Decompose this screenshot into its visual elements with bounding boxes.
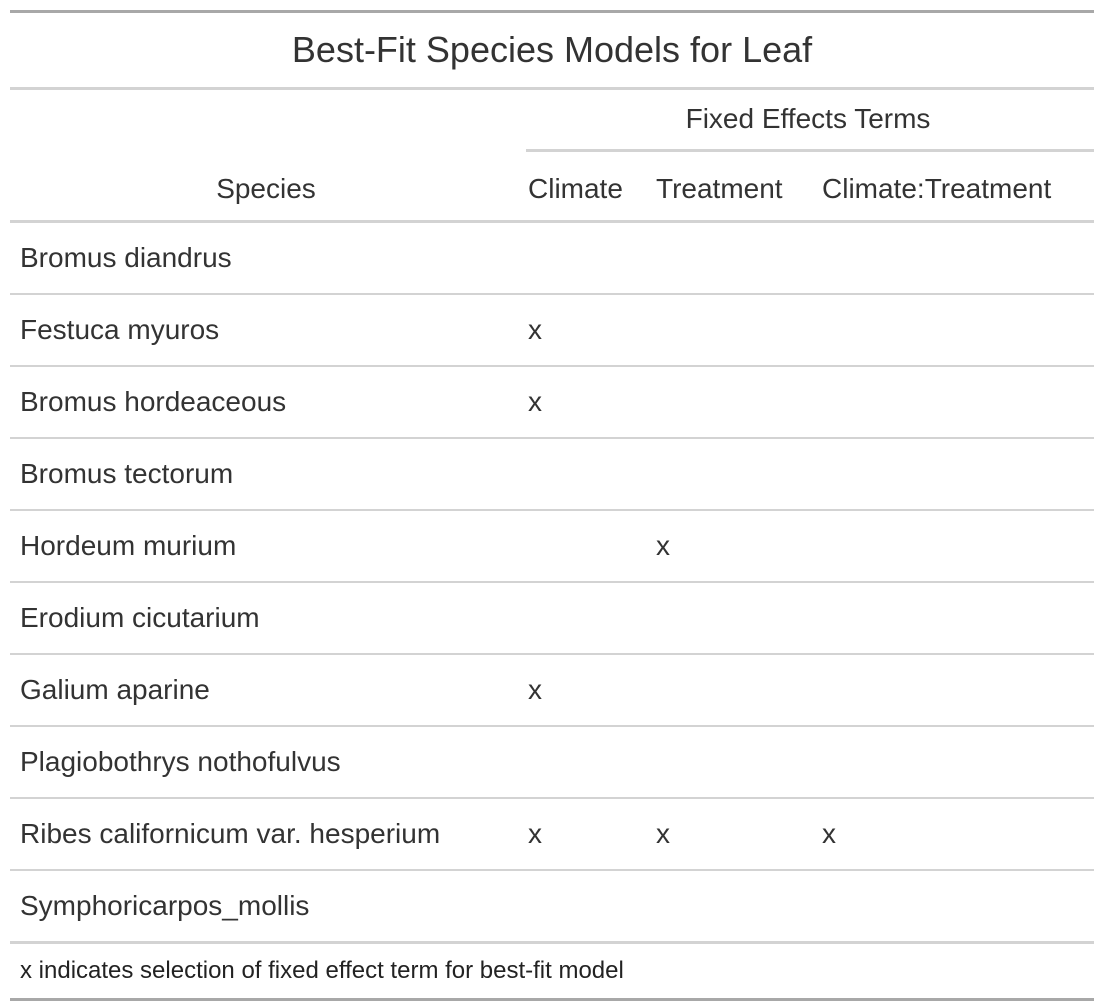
climate-cell: x [522,366,650,439]
species-models-table: Best-Fit Species Models for Leaf Fixed E… [10,10,1095,1001]
column-spanner: Fixed Effects Terms [522,89,1095,159]
species-cell: Hordeum murium [10,510,522,583]
column-header-species: Species [10,158,522,223]
interaction-cell [816,510,1095,583]
treatment-cell: x [650,798,816,871]
climate-cell [522,221,650,295]
results-table-container: Best-Fit Species Models for Leaf Fixed E… [10,10,1095,1001]
treatment-cell [650,221,816,295]
table-row: Bromus diandrus [10,221,1095,295]
climate-cell [522,510,650,583]
treatment-cell [650,726,816,799]
spanner-label: Fixed Effects Terms [685,102,931,134]
table-row: Hordeum murium x [10,510,1095,583]
species-cell: Plagiobothrys nothofulvus [10,726,522,799]
climate-cell [522,438,650,511]
table-row: Erodium cicutarium [10,582,1095,655]
table-row: Bromus hordeaceous x [10,366,1095,439]
species-cell: Bromus diandrus [10,221,522,295]
treatment-cell: x [650,510,816,583]
interaction-cell [816,582,1095,655]
species-cell: Galium aparine [10,654,522,727]
interaction-cell [816,438,1095,511]
treatment-cell [650,366,816,439]
interaction-cell [816,294,1095,367]
treatment-cell [650,582,816,655]
species-cell: Bromus tectorum [10,438,522,511]
table-row: Festuca myuros x [10,294,1095,367]
species-cell: Ribes californicum var. hesperium [10,798,522,871]
climate-cell: x [522,294,650,367]
interaction-cell: x [816,798,1095,871]
table-row: Plagiobothrys nothofulvus [10,726,1095,799]
table-row: Symphoricarpos_mollis [10,870,1095,944]
interaction-cell [816,870,1095,944]
column-header-treatment: Treatment [650,158,816,223]
column-header-interaction: Climate:Treatment [816,158,1095,223]
column-header-climate: Climate [522,158,650,223]
climate-cell: x [522,798,650,871]
climate-cell [522,582,650,655]
treatment-cell [650,294,816,367]
table-row: Bromus tectorum [10,438,1095,511]
treatment-cell [650,870,816,944]
table-footnote: x indicates selection of fixed effect te… [10,942,1095,1001]
climate-cell: x [522,654,650,727]
climate-cell [522,870,650,944]
treatment-cell [650,438,816,511]
species-cell: Bromus hordeaceous [10,366,522,439]
species-cell: Festuca myuros [10,294,522,367]
interaction-cell [816,726,1095,799]
interaction-cell [816,654,1095,727]
stub-spacer [10,89,522,159]
species-cell: Symphoricarpos_mollis [10,870,522,944]
species-cell: Erodium cicutarium [10,582,522,655]
interaction-cell [816,366,1095,439]
interaction-cell [816,221,1095,295]
table-row: Ribes californicum var. hesperium x x x [10,798,1095,871]
climate-cell [522,726,650,799]
table-row: Galium aparine x [10,654,1095,727]
treatment-cell [650,654,816,727]
spanner-underline [526,148,1095,152]
table-title: Best-Fit Species Models for Leaf [10,10,1095,90]
